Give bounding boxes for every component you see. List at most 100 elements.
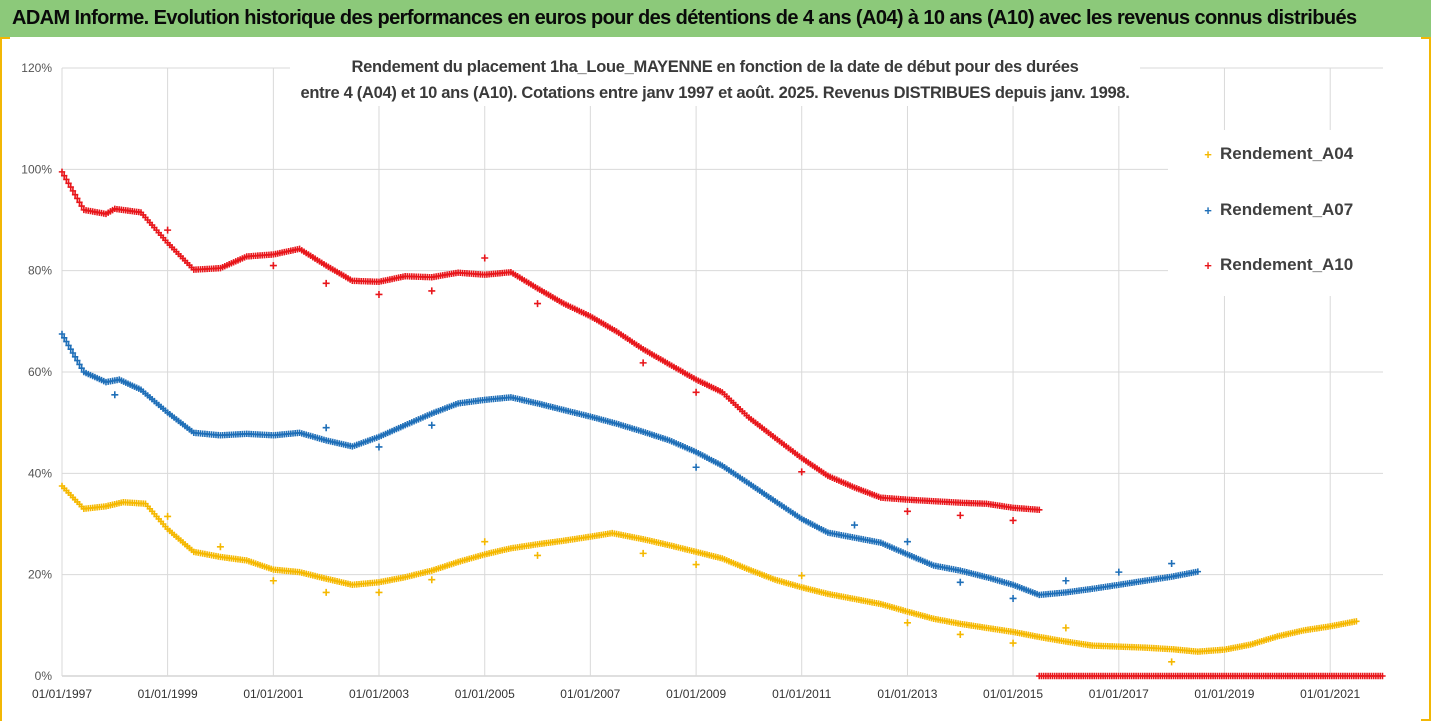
data-point: [60, 172, 68, 179]
y-tick-label: 40%: [28, 466, 52, 480]
chart-area: 0%20%40%60%80%100%120% 01/01/1997 01/01/1…: [21, 61, 1386, 701]
outlier-point: [956, 630, 964, 638]
y-tick-label: 60%: [28, 365, 52, 379]
data-point: [76, 199, 83, 206]
legend-item-a04: + Rendement_A04: [1202, 144, 1353, 164]
data-point: [65, 180, 72, 187]
outlier-point: [956, 511, 964, 519]
outlier-point: [903, 507, 911, 515]
outlier-point: [798, 468, 806, 476]
outlier-point: [481, 254, 489, 262]
data-point: [65, 342, 72, 349]
x-tick-label: 01/01/2013: [877, 687, 937, 701]
outlier-point: [1168, 658, 1176, 666]
outlier-point: [1168, 560, 1176, 568]
outlier-point: [1062, 577, 1070, 585]
legend-item-a10: + Rendement_A10: [1202, 255, 1353, 275]
x-tick-label: 01/01/2019: [1194, 687, 1254, 701]
data-point: [58, 168, 66, 176]
data-point: [74, 195, 81, 202]
legend-item-a07: + Rendement_A07: [1202, 200, 1353, 220]
x-axis-ticks: 01/01/1997 01/01/1999 01/01/2001 01/01/2003…: [32, 687, 1361, 701]
outlier-point: [322, 279, 330, 287]
data-point: [63, 338, 70, 345]
outlier-point: [164, 226, 172, 234]
outlier-point: [322, 424, 330, 432]
legend-label-a07: Rendement_A07: [1220, 200, 1354, 219]
legend-label-a04: Rendement_A04: [1220, 144, 1354, 163]
frame-corner-left: [0, 37, 10, 47]
y-tick-label: 100%: [21, 162, 52, 176]
data-point: [71, 353, 79, 360]
outlier-point: [428, 287, 436, 295]
chart-title-box: Rendement du placement 1ha_Loue_MAYENNE …: [290, 54, 1140, 106]
series-layer: [58, 168, 1386, 680]
outlier-point: [1009, 639, 1017, 647]
data-point: [74, 357, 81, 364]
data-point: [1353, 618, 1360, 625]
x-tick-label: 01/01/2021: [1300, 687, 1360, 701]
x-tick-label: 01/01/2017: [1089, 687, 1149, 701]
outlier-point: [375, 290, 383, 298]
outlier-point: [692, 388, 700, 396]
zero-point: [1379, 672, 1386, 680]
outlier-point: [375, 443, 383, 451]
data-point: [60, 334, 68, 341]
legend: + Rendement_A04 + Rendement_A07 + Rendem…: [1168, 130, 1383, 296]
outlier-point: [851, 521, 859, 529]
data-point: [76, 361, 83, 368]
legend-label-a10: Rendement_A10: [1220, 255, 1354, 274]
y-tick-label: 20%: [28, 568, 52, 582]
frame-corner-bottom-right: [1421, 711, 1431, 721]
outlier-point: [216, 543, 224, 551]
chart-frame: [0, 37, 1431, 721]
y-tick-label: 80%: [28, 264, 52, 278]
outlier-point: [1115, 568, 1123, 576]
legend-marker-a07: +: [1204, 202, 1212, 218]
data-point: [69, 349, 77, 357]
data-point: [69, 187, 77, 195]
outlier-point: [269, 577, 277, 585]
outlier-point: [269, 262, 277, 270]
series-a10: [58, 168, 1386, 680]
data-point: [58, 330, 66, 338]
outlier-point: [1062, 624, 1070, 632]
x-tick-label: 01/01/2001: [243, 687, 303, 701]
y-axis-ticks: 0% 20% 40% 60% 80% 100% 120%: [21, 61, 52, 683]
report-banner: ADAM Informe. Evolution historique des p…: [0, 0, 1431, 37]
outlier-point: [1009, 516, 1017, 524]
series-a07: [58, 330, 1202, 602]
outlier-point: [375, 588, 383, 596]
outlier-point: [903, 619, 911, 627]
outlier-point: [692, 561, 700, 569]
y-tick-label: 0%: [35, 669, 53, 683]
data-point: [67, 183, 74, 191]
x-tick-label: 01/01/2011: [772, 687, 831, 701]
outlier-point: [428, 576, 436, 584]
x-tick-label: 01/01/2009: [666, 687, 726, 701]
outlier-point: [798, 572, 806, 580]
outlier-point: [956, 578, 964, 586]
data-point: [1194, 568, 1202, 575]
chart-subtitle: entre 4 (A04) et 10 ans (A10). Cotations…: [300, 84, 1130, 102]
data-point: [71, 191, 79, 198]
y-tick-label: 120%: [21, 61, 52, 75]
data-point: [1036, 506, 1043, 514]
outlier-point: [1009, 594, 1017, 602]
frame-corner-right: [1421, 37, 1431, 47]
x-tick-label: 01/01/1999: [138, 687, 198, 701]
outlier-point: [322, 588, 330, 596]
data-point: [78, 202, 85, 210]
outlier-point: [481, 538, 489, 546]
data-point: [63, 176, 70, 183]
data-point: [67, 346, 74, 353]
legend-marker-a04: +: [1204, 146, 1212, 162]
outlier-point: [534, 300, 542, 308]
x-tick-label: 01/01/2015: [983, 687, 1043, 701]
x-tick-label: 01/01/2005: [455, 687, 515, 701]
outlier-point: [111, 391, 119, 399]
outlier-point: [903, 538, 911, 546]
legend-marker-a10: +: [1204, 257, 1212, 273]
outlier-point: [534, 551, 542, 559]
series-a04: [58, 482, 1360, 666]
